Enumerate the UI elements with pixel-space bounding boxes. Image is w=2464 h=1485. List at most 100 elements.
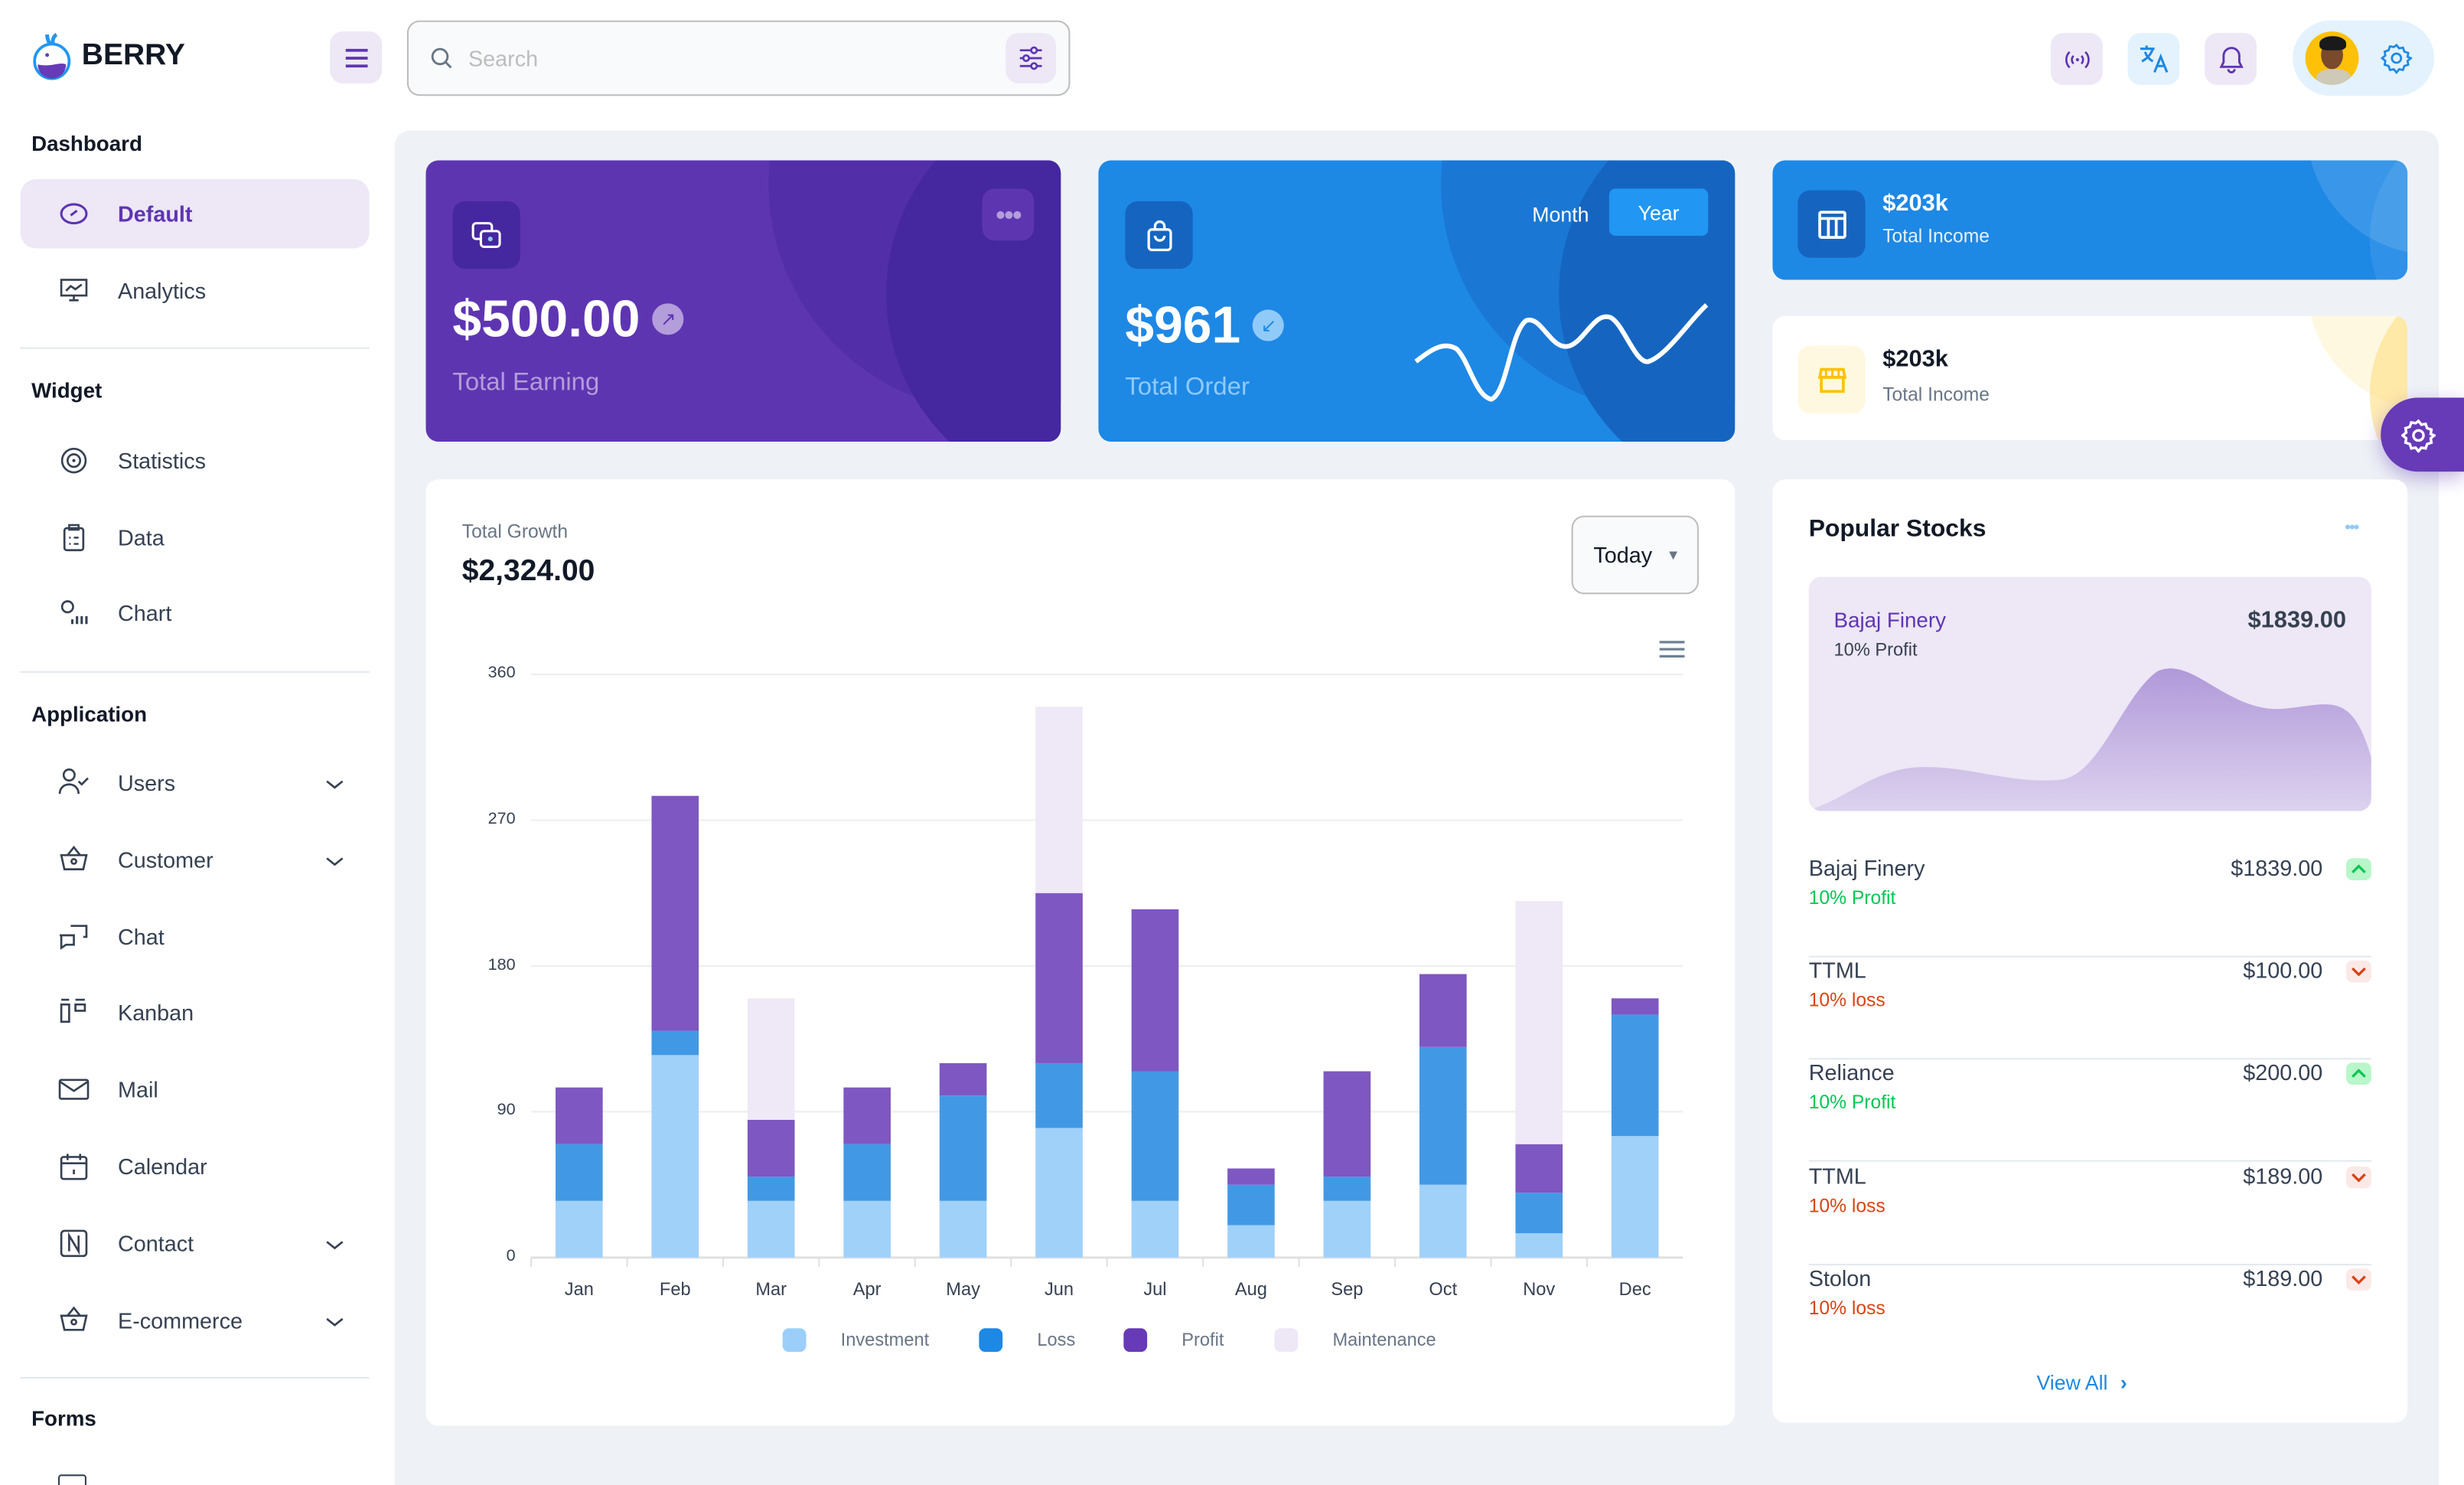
- sidebar-item-chart[interactable]: Chart: [21, 579, 370, 648]
- bar-profit-dec[interactable]: [1611, 998, 1659, 1015]
- x-tick-label: Jan: [564, 1281, 594, 1301]
- bar-loss-dec[interactable]: [1611, 1014, 1659, 1137]
- bar-profit-feb[interactable]: [651, 795, 699, 1031]
- sidebar-item-users[interactable]: Users: [21, 749, 370, 818]
- bar-loss-jul[interactable]: [1131, 1071, 1179, 1201]
- stock-price: $100.00: [2243, 958, 2323, 983]
- bar-loss-oct[interactable]: [1419, 1046, 1467, 1185]
- bar-maintenance-nov[interactable]: [1515, 901, 1563, 1144]
- sidebar-item-analytics[interactable]: Analytics: [21, 256, 370, 325]
- stock-name: Stolon: [1808, 1265, 1872, 1291]
- section-dashboard: Dashboard: [31, 132, 142, 156]
- period-select[interactable]: Today ▼: [1571, 515, 1699, 595]
- profile-menu-button[interactable]: [2293, 20, 2435, 96]
- bar-profit-oct[interactable]: [1419, 974, 1467, 1047]
- sidebar-item-mail[interactable]: Mail: [21, 1055, 370, 1124]
- income-value: $203k: [1882, 190, 1948, 217]
- sidebar-item-label: Calendar: [118, 1154, 207, 1180]
- x-tick-label: Dec: [1618, 1281, 1651, 1301]
- stock-change: 10% loss: [1808, 1296, 1885, 1319]
- earning-more-button[interactable]: •••: [982, 188, 1035, 241]
- bar-loss-jan[interactable]: [556, 1144, 603, 1201]
- bar-investment-dec[interactable]: [1611, 1136, 1659, 1258]
- bar-investment-apr[interactable]: [843, 1200, 891, 1258]
- bar-investment-nov[interactable]: [1515, 1233, 1563, 1258]
- chart-arcs-icon: [58, 445, 90, 476]
- bar-maintenance-jun[interactable]: [1035, 707, 1083, 893]
- stocks-more-button[interactable]: •••: [2345, 519, 2360, 538]
- settings-icon: [2381, 43, 2413, 74]
- stock-change: 10% loss: [1808, 989, 1885, 1011]
- legend-label: Investment: [840, 1330, 930, 1350]
- bar-profit-jun[interactable]: [1035, 893, 1083, 1063]
- earning-label: Total Earning: [452, 369, 600, 397]
- search-filter-button[interactable]: [1005, 33, 1057, 83]
- toggle-year[interactable]: Year: [1608, 188, 1709, 237]
- bar-profit-jan[interactable]: [556, 1087, 603, 1144]
- sidebar-item-kanban[interactable]: Kanban: [21, 978, 370, 1047]
- notifications-button[interactable]: [2205, 33, 2257, 85]
- bar-profit-sep[interactable]: [1323, 1071, 1371, 1177]
- brand-logo[interactable]: BERRY: [31, 31, 185, 82]
- caret-down-icon: ▼: [1666, 547, 1680, 563]
- bar-investment-jun[interactable]: [1035, 1128, 1083, 1258]
- legend-swatch: [1123, 1328, 1148, 1353]
- stock-name: TTML: [1808, 1162, 1866, 1188]
- broadcast-icon: [2064, 50, 2089, 68]
- chevron-down-icon: [2346, 1165, 2371, 1188]
- bar-profit-aug[interactable]: [1227, 1168, 1275, 1185]
- bar-profit-may[interactable]: [939, 1062, 987, 1096]
- bar-loss-feb[interactable]: [651, 1030, 699, 1056]
- bar-loss-jun[interactable]: [1035, 1062, 1083, 1128]
- bar-loss-sep[interactable]: [1323, 1177, 1371, 1201]
- bar-profit-mar[interactable]: [747, 1119, 795, 1177]
- customize-fab[interactable]: [2381, 397, 2464, 472]
- stock-row: Bajaj Finery 10% Profit $1839.00: [1808, 855, 2371, 958]
- bar-maintenance-mar[interactable]: [747, 998, 795, 1120]
- legend-item-maintenance[interactable]: Maintenance: [1274, 1328, 1436, 1353]
- bar-investment-feb[interactable]: [651, 1055, 699, 1258]
- search-input[interactable]: [468, 45, 1006, 71]
- search-field[interactable]: [406, 20, 1071, 96]
- sidebar-item-chat[interactable]: Chat: [21, 902, 370, 971]
- bar-profit-apr[interactable]: [843, 1087, 891, 1144]
- sidebar-item-default[interactable]: Default: [20, 179, 370, 249]
- bar-loss-nov[interactable]: [1515, 1193, 1563, 1234]
- chart-menu-button[interactable]: [1659, 638, 1685, 667]
- bar-investment-jan[interactable]: [556, 1200, 603, 1258]
- bar-investment-jul[interactable]: [1131, 1200, 1179, 1258]
- sidebar-item-e-commerce[interactable]: E-commerce: [21, 1285, 370, 1354]
- sidebar-item-contact[interactable]: Contact: [21, 1209, 370, 1278]
- toggle-month[interactable]: Month: [1532, 201, 1589, 226]
- bar-loss-mar[interactable]: [747, 1177, 795, 1201]
- bar-loss-apr[interactable]: [843, 1144, 891, 1201]
- bar-loss-aug[interactable]: [1227, 1184, 1275, 1226]
- bar-investment-mar[interactable]: [747, 1200, 795, 1258]
- bar-investment-aug[interactable]: [1227, 1225, 1275, 1258]
- view-all-link[interactable]: View All ›: [2036, 1371, 2127, 1395]
- legend-item-investment[interactable]: Investment: [782, 1328, 930, 1353]
- sidebar-item-data[interactable]: Data: [21, 503, 370, 572]
- menu-toggle-button[interactable]: [330, 31, 383, 83]
- period-select-value: Today: [1593, 542, 1653, 568]
- x-tick-label: Apr: [852, 1281, 882, 1301]
- bar-investment-sep[interactable]: [1323, 1200, 1371, 1258]
- sidebar-item-customer[interactable]: Customer: [21, 825, 370, 894]
- bar-investment-oct[interactable]: [1419, 1184, 1467, 1258]
- language-button[interactable]: [2127, 33, 2180, 85]
- sidebar-item-statistics[interactable]: Statistics: [21, 426, 370, 495]
- messages-icon: [58, 921, 90, 952]
- total-income-card-dark: $203k Total Income: [1772, 160, 2408, 280]
- stock-price: $1839.00: [2231, 855, 2323, 881]
- bar-loss-may[interactable]: [939, 1095, 987, 1201]
- bar-profit-jul[interactable]: [1131, 909, 1179, 1072]
- bar-profit-nov[interactable]: [1515, 1144, 1563, 1193]
- settings-icon: [2400, 418, 2436, 452]
- legend-item-profit[interactable]: Profit: [1123, 1328, 1224, 1353]
- legend-item-loss[interactable]: Loss: [979, 1328, 1075, 1353]
- stock-row: Reliance 10% Profit $200.00: [1808, 1060, 2371, 1163]
- bar-investment-may[interactable]: [939, 1200, 987, 1258]
- live-customize-button[interactable]: [2050, 33, 2103, 85]
- chart-dots-icon: [58, 597, 90, 628]
- sidebar-item-calendar[interactable]: Calendar: [21, 1132, 370, 1201]
